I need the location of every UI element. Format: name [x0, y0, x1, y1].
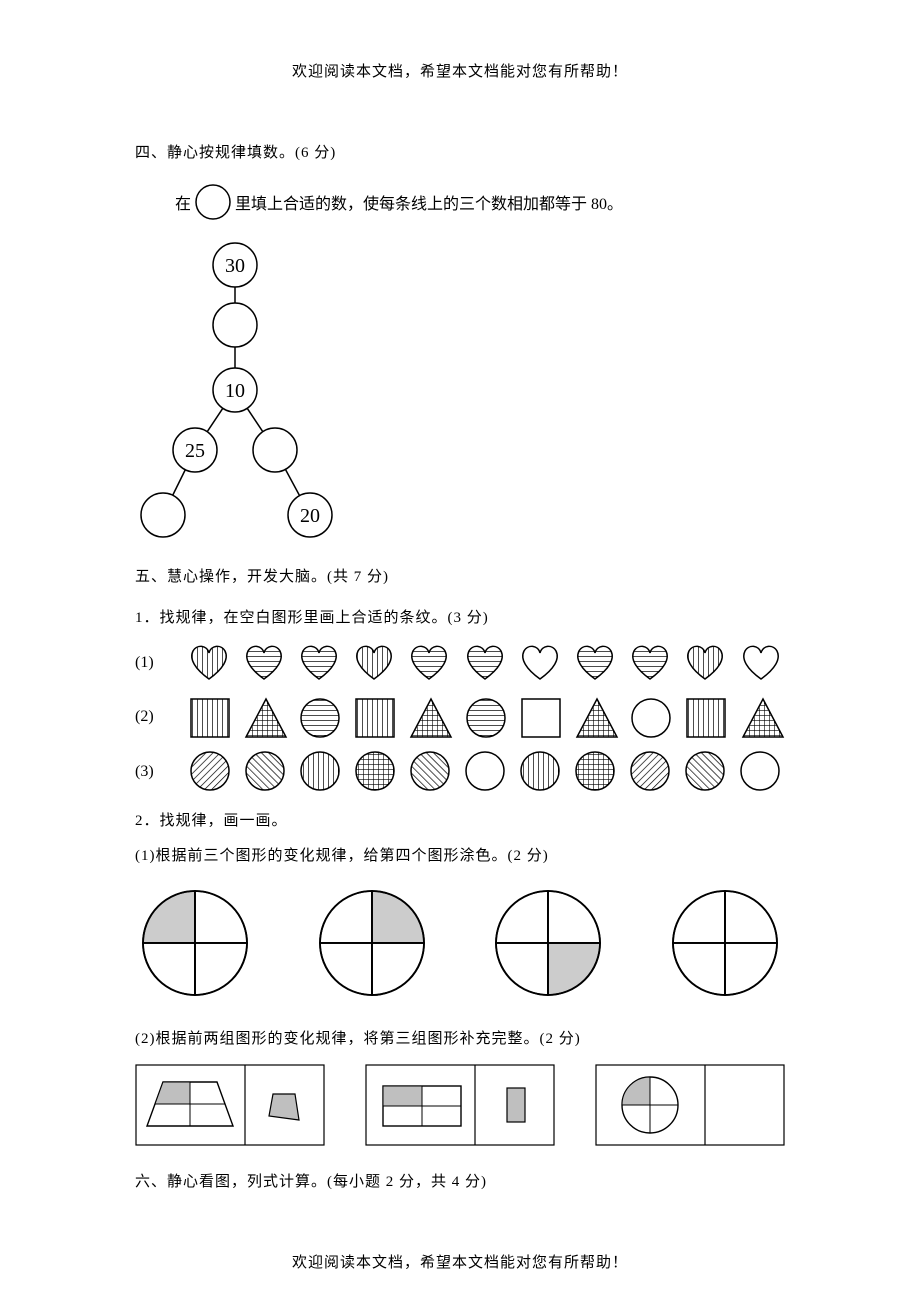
pattern-item	[628, 749, 674, 795]
box-pair	[365, 1064, 555, 1146]
section5-q1-text: 1．找规律，在空白图形里画上合适的条纹。(3 分)	[135, 606, 785, 627]
pattern-row: (1)	[135, 641, 785, 685]
pattern-item	[463, 641, 509, 685]
pattern-item	[628, 641, 674, 685]
section5-title: 五、慧心操作，开发大脑。(共 7 分)	[135, 565, 785, 586]
svg-text:10: 10	[225, 380, 245, 402]
pattern-item	[518, 695, 564, 739]
pattern-item	[738, 749, 784, 795]
pattern-item	[739, 695, 785, 739]
pattern-item	[407, 695, 453, 739]
pattern-item	[242, 641, 288, 685]
section4-instr-pre: 在	[175, 190, 191, 214]
pattern-item	[188, 749, 234, 795]
pattern-item	[628, 695, 674, 739]
quarter-circle	[135, 883, 255, 1003]
pattern-item	[298, 749, 344, 795]
section5-q2p2-text: (2)根据前两组图形的变化规律，将第三组图形补充完整。(2 分)	[135, 1027, 785, 1048]
pattern-item	[683, 749, 729, 795]
quarter-circle	[488, 883, 608, 1003]
svg-text:20: 20	[300, 505, 320, 527]
pattern-item	[463, 695, 509, 739]
quarter-circle	[665, 883, 785, 1003]
pattern-row: (2)	[135, 695, 785, 739]
row-label: (2)	[135, 708, 174, 726]
pattern-item	[407, 641, 453, 685]
pattern-item	[518, 641, 564, 685]
pattern-rows: (1) (2) (3)	[135, 641, 785, 795]
section6-title: 六、静心看图，列式计算。(每小题 2 分，共 4 分)	[135, 1170, 785, 1191]
quarter-circle	[312, 883, 432, 1003]
pattern-item	[242, 695, 288, 739]
box-pair-row	[135, 1064, 785, 1146]
box-pair	[595, 1064, 785, 1146]
page-header: 欢迎阅读本文档，希望本文档能对您有所帮助！	[135, 60, 785, 81]
pattern-item	[297, 641, 343, 685]
row-label: (3)	[135, 763, 175, 781]
svg-text:25: 25	[185, 440, 205, 462]
pattern-item	[573, 641, 619, 685]
row-label: (1)	[135, 654, 174, 672]
page-footer: 欢迎阅读本文档，希望本文档能对您有所帮助！	[135, 1251, 785, 1272]
pattern-item	[297, 695, 343, 739]
pattern-item	[353, 749, 399, 795]
pattern-row: (3)	[135, 749, 785, 795]
svg-text:30: 30	[225, 255, 245, 277]
pattern-item	[352, 695, 398, 739]
pattern-item	[573, 695, 619, 739]
blank-circle-icon	[193, 182, 233, 222]
pattern-item	[683, 695, 729, 739]
pattern-item	[573, 749, 619, 795]
pattern-item	[187, 641, 233, 685]
pattern-item	[463, 749, 509, 795]
pattern-item	[518, 749, 564, 795]
box-pair	[135, 1064, 325, 1146]
pattern-item	[683, 641, 729, 685]
pattern-item	[352, 641, 398, 685]
section5-q2p1-text: (1)根据前三个图形的变化规律，给第四个图形涂色。(2 分)	[135, 844, 785, 865]
section4-title: 四、静心按规律填数。(6 分)	[135, 141, 785, 162]
section4-instr: 在 里填上合适的数，使每条线上的三个数相加都等于 80。	[175, 182, 785, 222]
pattern-item	[739, 641, 785, 685]
pattern-item	[187, 695, 233, 739]
number-tree: 30 10 25 20	[135, 240, 785, 545]
quarter-circle-row	[135, 883, 785, 1003]
section5-q2-text: 2．找规律，画一画。	[135, 809, 785, 830]
section4-instr-post: 里填上合适的数，使每条线上的三个数相加都等于 80。	[235, 190, 623, 214]
pattern-item	[408, 749, 454, 795]
pattern-item	[243, 749, 289, 795]
